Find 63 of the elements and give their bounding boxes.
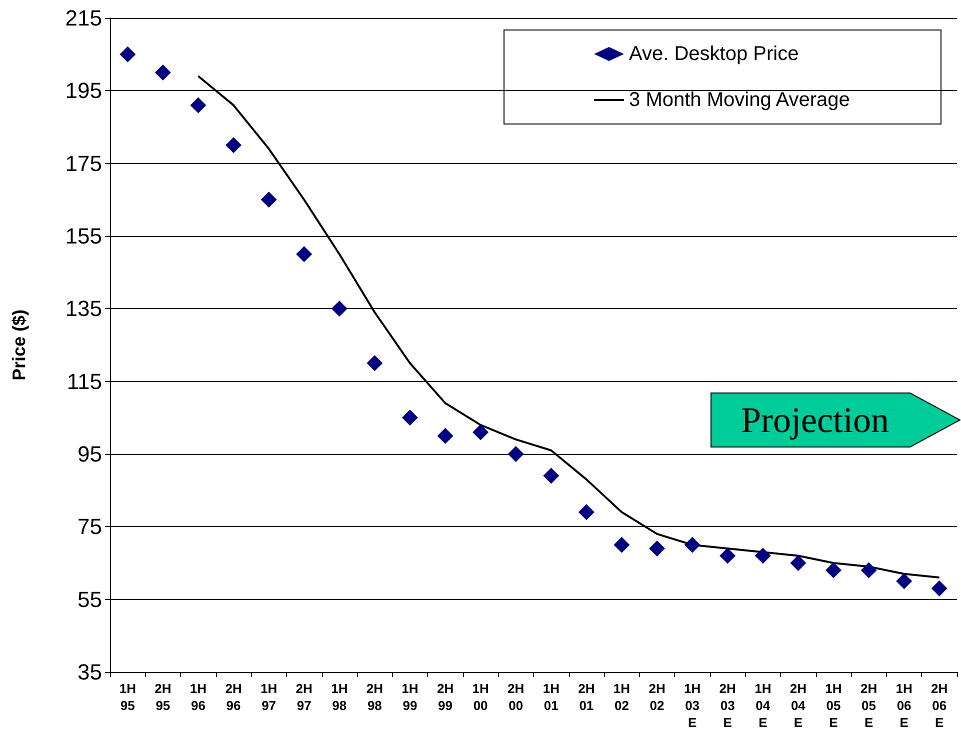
y-tick-label: 195: [65, 78, 102, 104]
y-tick-label: 55: [78, 586, 102, 612]
point: [437, 428, 454, 444]
point: [331, 300, 348, 317]
x-tick-label: 1H 05 E: [825, 681, 842, 730]
point: [754, 548, 771, 564]
point: [790, 555, 806, 571]
legend-label: Ave. Desktop Price: [629, 43, 799, 65]
x-tick-label: 2H 99: [436, 681, 454, 713]
y-tick-label: 215: [65, 6, 102, 30]
y-axis-title: Price ($): [9, 309, 29, 381]
x-tick-label: 2H 97: [296, 681, 312, 713]
point: [366, 355, 383, 372]
y-tick-label: 95: [78, 442, 102, 466]
point: [825, 562, 842, 578]
y-tick-label: 75: [78, 514, 102, 540]
point: [543, 468, 560, 484]
x-tick-label: 1H 97: [260, 681, 278, 713]
point: [154, 64, 171, 80]
point: [508, 446, 524, 462]
point: [578, 504, 594, 520]
point: [649, 540, 666, 556]
arrow-shape: Projection: [710, 392, 961, 448]
x-tick-label: 2H 01: [578, 681, 595, 713]
y-tick-label: 175: [65, 150, 102, 176]
y-tick-label: 135: [65, 296, 102, 322]
x-tick-label: 2H 03 E: [719, 681, 736, 730]
point: [614, 536, 630, 553]
x-tick-label: 1H 99: [402, 681, 418, 713]
point: [226, 137, 242, 154]
x-tick-label: 2H 02: [648, 681, 666, 713]
y-tick-label: 35: [78, 660, 102, 684]
x-tick-label: 1H 06 E: [896, 681, 912, 730]
point: [720, 548, 736, 564]
point: [860, 562, 877, 578]
x-tick-label: 2H 98: [366, 681, 383, 713]
x-tick-label: 1H 98: [331, 681, 348, 713]
x-tick-label: 2H 00: [508, 681, 524, 713]
x-tick-label: 1H 00: [472, 681, 489, 713]
x-tick-label: 1H 01: [542, 681, 560, 713]
x-tick-label: 1H 95: [119, 681, 136, 713]
point: [931, 580, 948, 596]
x-tick-label: 1H 04 E: [754, 681, 772, 730]
annotation: Projection: [740, 399, 890, 442]
x-tick-label: 1H 03 E: [684, 681, 701, 730]
x-tick-label: 1H 02: [613, 681, 630, 713]
point: [896, 573, 912, 590]
x-tick-label: 2H 04 E: [790, 681, 806, 730]
x-tick-label: 2H 06 E: [931, 681, 948, 730]
legend-label: 3 Month Moving Average: [629, 89, 850, 111]
point: [260, 192, 277, 208]
point: [120, 46, 136, 62]
x-tick-label: 2H 96: [225, 681, 242, 713]
y-tick-label: 155: [65, 224, 102, 248]
y-tick-label: 115: [66, 368, 102, 394]
x-tick-label: 2H 05 E: [860, 681, 878, 730]
point: [190, 97, 206, 114]
point: [684, 536, 700, 553]
point: [402, 410, 418, 426]
x-tick-label: 2H 95: [154, 681, 172, 713]
point: [472, 424, 489, 440]
point: [296, 246, 312, 262]
x-tick-label: 1H 96: [190, 681, 207, 713]
